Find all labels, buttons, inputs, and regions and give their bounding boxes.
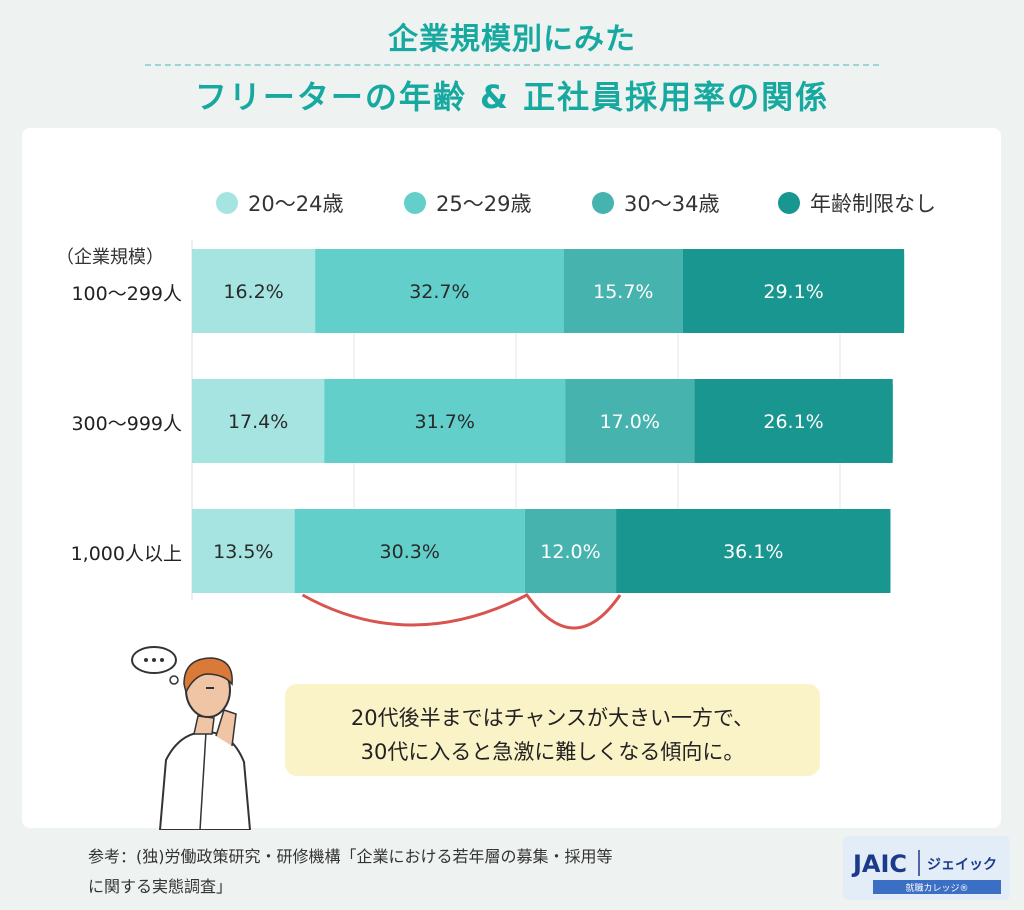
legend-item-30-34: 30〜34歳 xyxy=(592,188,719,218)
bar-segment xyxy=(524,509,617,593)
thinking-person-illustration xyxy=(131,646,252,830)
legend-swatch xyxy=(216,192,238,214)
bar-segment xyxy=(682,249,905,333)
bar-segment xyxy=(324,379,566,463)
data-label: 12.0% xyxy=(540,541,600,563)
y-axis-caption: （企業規模） xyxy=(56,247,164,268)
data-label: 36.1% xyxy=(723,541,783,563)
data-label: 31.7% xyxy=(415,411,475,433)
data-label: 13.5% xyxy=(213,541,273,563)
bar-segment xyxy=(192,379,325,463)
legend-item-20-24: 20〜24歳 xyxy=(216,188,343,218)
bar-segment xyxy=(192,249,316,333)
callout-line1: 20代後半まではチャンスが大きい一方で、 xyxy=(350,706,755,730)
chart-title-line1: 企業規模別にみた xyxy=(388,22,636,57)
jaic-logo-mark: JAIC ジェイック 就職カレッジ® xyxy=(851,850,1001,894)
bar-segment xyxy=(563,249,683,333)
bar-segment-end xyxy=(880,379,893,463)
source-line2: に関する実態調査」 xyxy=(88,877,233,896)
data-label: 32.7% xyxy=(409,281,469,303)
legend-swatch xyxy=(778,192,800,214)
legend: 20〜24歳 25〜29歳 30〜34歳 年齢制限なし xyxy=(0,188,1024,220)
data-label: 26.1% xyxy=(763,411,823,433)
data-label: 30.3% xyxy=(380,541,440,563)
bar-segment xyxy=(565,379,695,463)
bar-segment xyxy=(315,249,564,333)
title-divider xyxy=(145,64,879,66)
data-label: 16.2% xyxy=(223,281,283,303)
data-label: 17.4% xyxy=(228,411,288,433)
jaic-logo: JAIC ジェイック 就職カレッジ® xyxy=(843,836,1010,900)
legend-label: 25〜29歳 xyxy=(436,192,532,216)
bar-segment-end xyxy=(878,509,891,593)
emphasis-bracket xyxy=(301,593,622,630)
thought-bubble-icon xyxy=(131,646,179,685)
bar-segment-end xyxy=(892,249,905,333)
source-note: 参考：(独)労働政策研究・研修機構「企業における若年層の募集・採用等 に関する実… xyxy=(88,842,613,902)
legend-label: 20〜24歳 xyxy=(248,192,344,216)
svg-text:就職カレッジ®: 就職カレッジ® xyxy=(905,882,968,894)
svg-text:JAIC: JAIC xyxy=(851,850,907,878)
callout-line2: 30代に入ると急激に難しくなる傾向に。 xyxy=(360,740,745,764)
bar-segment xyxy=(616,509,891,593)
category-label-1000-plus: 1,000人以上 xyxy=(70,543,182,565)
legend-label: 30〜34歳 xyxy=(624,192,720,216)
legend-item-25-29: 25〜29歳 xyxy=(404,188,531,218)
bar-segment xyxy=(694,379,893,463)
legend-label: 年齢制限なし xyxy=(810,192,936,216)
source-line1: 参考：(独)労働政策研究・研修機構「企業における若年層の募集・採用等 xyxy=(88,847,613,866)
legend-swatch xyxy=(404,192,426,214)
data-label: 15.7% xyxy=(593,281,653,303)
category-label-100-299: 100〜299人 xyxy=(71,283,182,305)
callout-box: 20代後半まではチャンスが大きい一方で、 30代に入ると急激に難しくなる傾向に。 xyxy=(285,684,820,776)
bar-segment xyxy=(192,509,295,593)
data-label: 29.1% xyxy=(763,281,823,303)
bar-segment xyxy=(294,509,525,593)
svg-text:ジェイック: ジェイック xyxy=(927,857,997,873)
legend-swatch xyxy=(592,192,614,214)
chart-title-line2: フリーターの年齢 & 正社員採用率の関係 xyxy=(194,78,830,116)
legend-item-no-limit: 年齢制限なし xyxy=(778,188,936,218)
category-label-300-999: 300〜999人 xyxy=(71,413,182,435)
data-label: 17.0% xyxy=(600,411,660,433)
